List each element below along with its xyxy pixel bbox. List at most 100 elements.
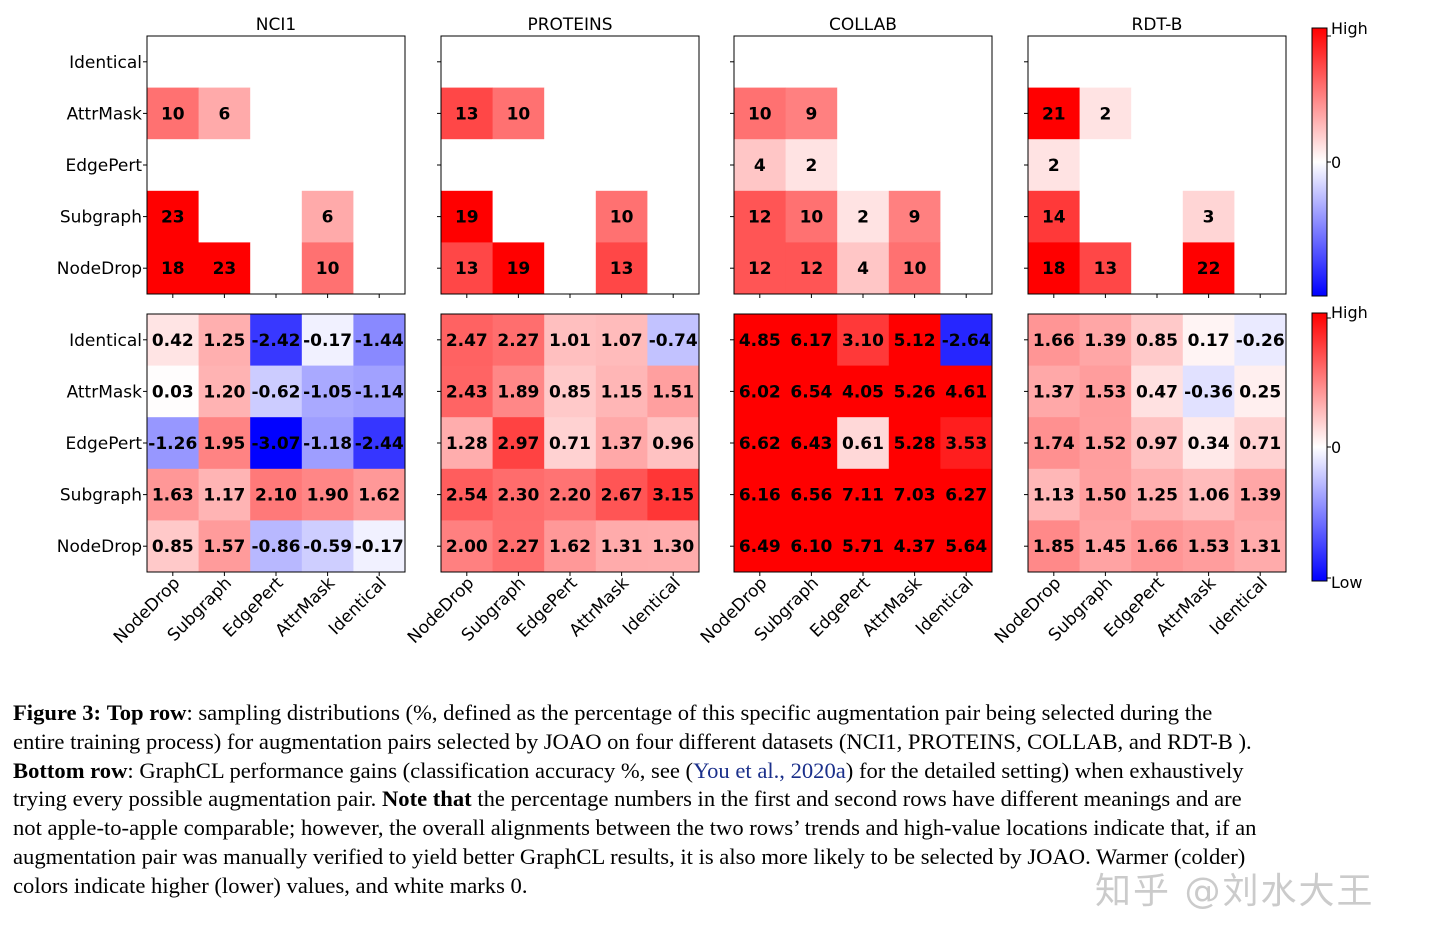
cell-value-label: 12: [748, 208, 772, 228]
cell-value-label: 1.13: [1033, 486, 1075, 506]
heatmap-cell: [250, 139, 303, 192]
heatmap-cell: [940, 242, 993, 295]
heatmap-cell: [785, 520, 838, 573]
heatmap-cell: [940, 468, 993, 521]
heatmap-cell: [1182, 520, 1235, 573]
heatmap-cell: [198, 520, 251, 573]
cell-value-label: 0.71: [549, 434, 591, 454]
cell-value-label: 1.50: [1084, 486, 1126, 506]
heatmap-cell: [198, 190, 251, 243]
heatmap-cell: [441, 139, 493, 192]
heatmap-cell: [595, 365, 648, 418]
cell-value-label: -0.59: [303, 537, 352, 557]
column-label: Identical: [325, 573, 391, 639]
heatmap-cell: [441, 242, 493, 295]
heatmap-cell: [198, 314, 251, 366]
cell-value-label: 6.16: [739, 486, 781, 506]
heatmap-cell: [301, 36, 354, 88]
heatmap-cell: [544, 242, 597, 295]
cell-value-label: 2.43: [446, 382, 488, 402]
cell-value-label: 6.54: [790, 382, 832, 402]
heatmap-cell: [647, 190, 700, 243]
cell-value-label: 6.43: [790, 434, 832, 454]
heatmap-cell: [492, 139, 545, 192]
cell-value-label: 18: [1042, 259, 1066, 279]
cell-value-label: 7.11: [842, 486, 884, 506]
heatmap-cell: [198, 242, 251, 295]
cell-value-label: 22: [1197, 259, 1221, 279]
heatmap-cell: [441, 87, 493, 140]
heatmap-cell: [888, 190, 941, 243]
heatmap-cell: [441, 417, 493, 470]
heatmap-cell: [1131, 36, 1184, 88]
heatmap-cell: [441, 314, 493, 366]
heatmap-cell: [441, 468, 493, 521]
heatmap-cell: [353, 139, 406, 192]
bottom-colorbar-high-label: High: [1331, 303, 1368, 322]
caption-text: ) for the detailed setting) when exhaust…: [845, 757, 1244, 783]
heatmap-cell: [647, 314, 700, 366]
heatmap-cell: [147, 314, 199, 366]
heatmap-cell: [888, 520, 941, 573]
heatmap-cell: [595, 139, 648, 192]
cell-value-label: 2.00: [446, 537, 488, 557]
cell-value-label: 0.42: [152, 331, 194, 351]
cell-value-label: 0.17: [1188, 331, 1230, 351]
heatmap-cell: [1028, 468, 1080, 521]
heatmap-cell: [1182, 190, 1235, 243]
cell-value-label: 1.89: [497, 382, 539, 402]
heatmap-cell: [647, 36, 700, 88]
caption-text: trying every possible augmentation pair.: [13, 786, 377, 812]
heatmap-cell: [1028, 36, 1080, 88]
heatmap-cell: [595, 36, 648, 88]
cell-value-label: 10: [316, 259, 340, 279]
cell-value-label: 2.97: [497, 434, 539, 454]
heatmap-cell: [647, 365, 700, 418]
heatmap-cell: [441, 365, 493, 418]
heatmap-cell: [940, 139, 993, 192]
cell-value-label: 4.37: [894, 537, 936, 557]
cell-value-label: 1.06: [1188, 486, 1230, 506]
cell-value-label: 14: [1042, 208, 1066, 228]
cell-value-label: 2: [857, 208, 869, 228]
heatmap-cell: [441, 36, 493, 88]
heatmap-cell: [734, 314, 786, 366]
heatmap-cell: [544, 139, 597, 192]
cell-value-label: 1.66: [1033, 331, 1075, 351]
cell-value-label: 3.53: [945, 434, 987, 454]
heatmap-cell: [250, 242, 303, 295]
citation-link[interactable]: You et al., 2020a: [693, 757, 846, 783]
heatmap-cell: [1234, 36, 1287, 88]
cell-value-label: 1.39: [1084, 331, 1126, 351]
cell-value-label: 1.45: [1084, 537, 1126, 557]
cell-value-label: 2: [1048, 156, 1060, 176]
heatmap-cell: [544, 468, 597, 521]
cell-value-label: -1.44: [355, 331, 404, 351]
cell-value-label: 10: [748, 104, 772, 124]
cell-value-label: 13: [610, 259, 634, 279]
cell-value-label: 6.10: [790, 537, 832, 557]
heatmap-cell: [1131, 314, 1184, 366]
heatmap-cell: [492, 468, 545, 521]
cell-value-label: 5.64: [945, 537, 987, 557]
heatmap-cell: [250, 365, 303, 418]
heatmap-cell: [301, 139, 354, 192]
heatmap-cell: [198, 87, 251, 140]
caption-figure-label: Figure 3:: [13, 700, 102, 725]
heatmap-cell: [837, 36, 890, 88]
cell-value-label: -1.14: [355, 382, 404, 402]
row-label: EdgePert: [65, 156, 142, 176]
cell-value-label: 1.30: [652, 537, 694, 557]
cell-value-label: 13: [455, 104, 479, 124]
heatmap-cell: [198, 139, 251, 192]
heatmap-cell: [837, 314, 890, 366]
column-label: Identical: [1206, 573, 1272, 639]
heatmap-cell: [1028, 139, 1080, 192]
cell-value-label: 1.62: [549, 537, 591, 557]
cell-value-label: 1.07: [601, 331, 643, 351]
row-label: AttrMask: [67, 382, 143, 402]
cell-value-label: 1.37: [601, 434, 643, 454]
